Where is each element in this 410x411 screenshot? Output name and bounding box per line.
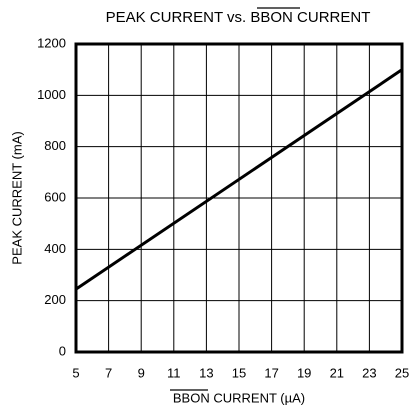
plot-frame: [74, 42, 404, 354]
x-tick-label: 11: [167, 365, 181, 380]
x-tick-label: 19: [297, 365, 311, 380]
y-tick-label: 600: [44, 189, 66, 204]
y-tick-label: 1000: [37, 87, 66, 102]
x-tick-label: 21: [330, 365, 344, 380]
x-tick-label: 25: [395, 365, 409, 380]
x-tick-label: 7: [105, 365, 112, 380]
x-tick-label: 9: [138, 365, 145, 380]
x-tick-label: 23: [362, 365, 376, 380]
y-tick-label: 0: [59, 343, 66, 358]
y-axis-label: PEAK CURRENT (mA): [9, 131, 24, 264]
chart-title: PEAK CURRENT vs. BBON CURRENT: [106, 9, 371, 26]
data-line: [75, 68, 403, 291]
y-tick-label: 800: [44, 138, 66, 153]
x-tick-label: 15: [232, 365, 246, 380]
x-axis-label: BBON CURRENT (µA): [173, 390, 305, 405]
y-tick-label: 200: [44, 292, 66, 307]
x-tick-label: 13: [199, 365, 213, 380]
x-tick-label: 17: [264, 365, 278, 380]
y-tick-label: 400: [44, 241, 66, 256]
y-tick-label: 1200: [37, 35, 66, 50]
x-tick-label: 5: [72, 365, 79, 380]
